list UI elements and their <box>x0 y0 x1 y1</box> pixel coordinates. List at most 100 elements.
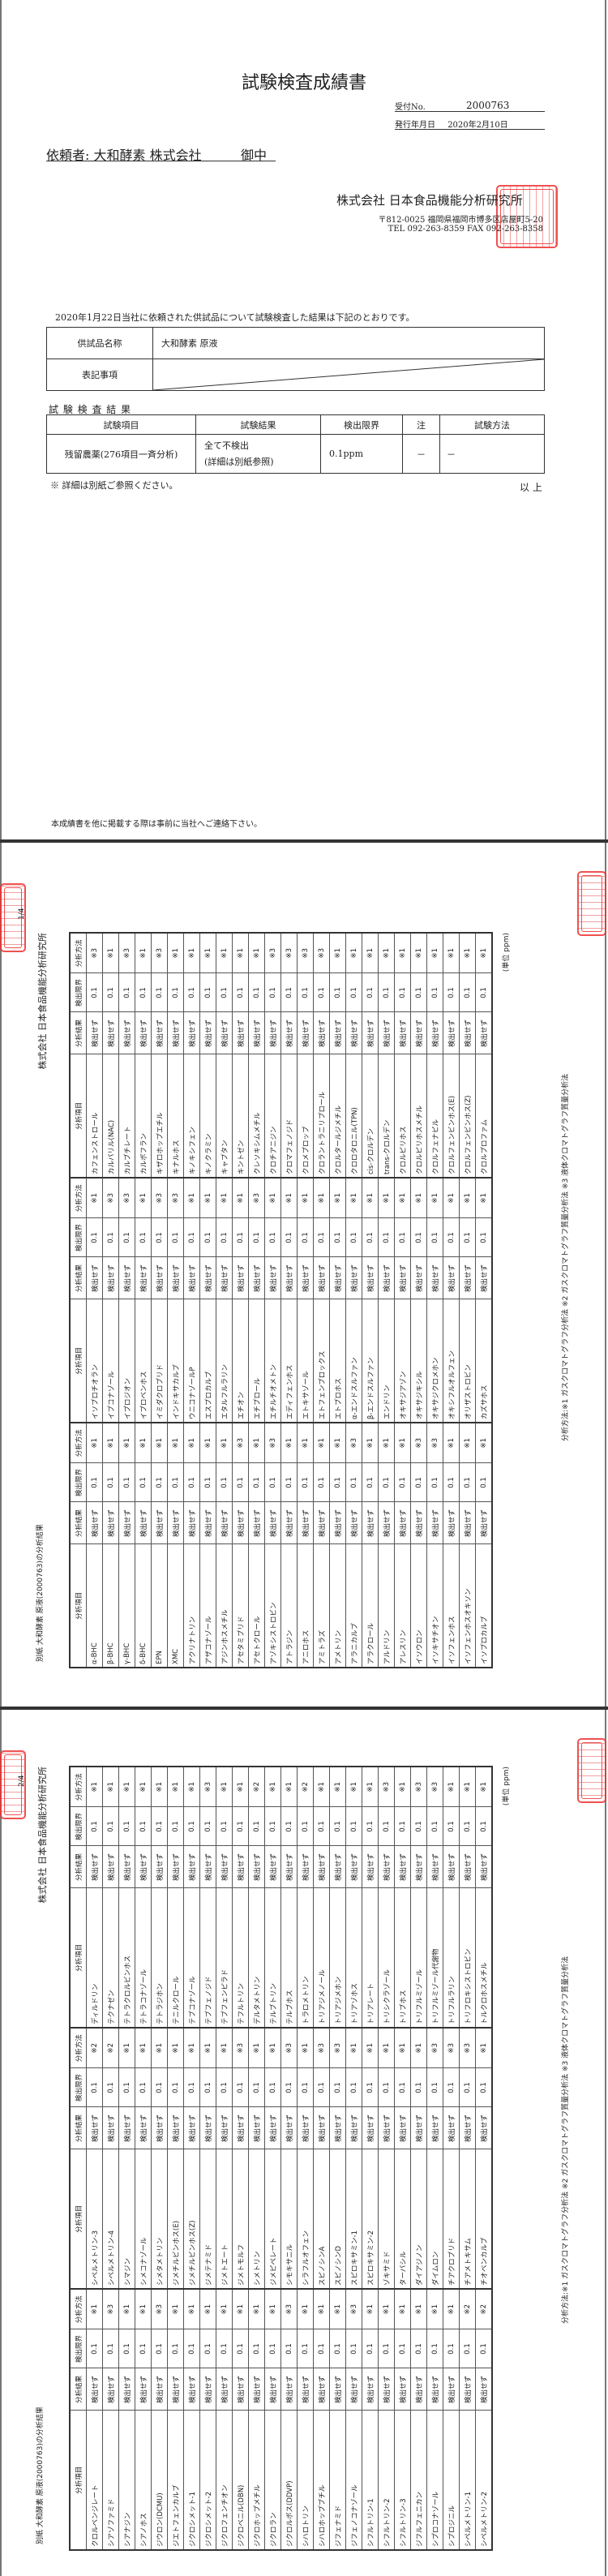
detection-limit: 0.1 <box>86 1807 103 1846</box>
analysis-result: 検出せず <box>378 1012 395 1054</box>
detection-limit: 0.1 <box>280 973 298 1012</box>
pesticide-name: カズサホス <box>475 1299 492 1423</box>
analysis-method: ※3 <box>426 2028 443 2068</box>
pesticide-name: ジクロシメット-1 <box>183 2411 200 2550</box>
header-method: 分析方法 <box>70 1423 87 1463</box>
pesticide-name: β-エンドスルファン <box>362 1299 379 1423</box>
pesticide-name: アジンホスメチル <box>216 1544 233 1668</box>
result-line-1: 全て不検出 <box>204 440 249 451</box>
detection-limit: 0.1 <box>443 2329 460 2368</box>
table-row: アミトラズ 検出せず 0.1 ※1 エトフェンプロックス 検出せず 0.1 ※1 クロラントラニ… <box>313 933 330 1668</box>
seal-stamp <box>577 871 606 936</box>
detection-limit: 0.1 <box>183 1218 200 1257</box>
pesticide-name: クロルタールジメチル <box>329 1054 346 1178</box>
analysis-method: ※1 <box>167 1423 184 1463</box>
analysis-result: 検出せず <box>345 2107 362 2149</box>
analysis-method: ※1 <box>329 933 346 973</box>
pesticide-name: クレソキシムメチル <box>248 1054 265 1178</box>
table-row: アザコナゾール 検出せず 0.1 ※1 エスプロカルブ 検出せず 0.1 ※1 キノクラミン 検出… <box>199 933 216 1668</box>
pesticide-name: ジメテナミド <box>199 2149 216 2289</box>
detection-limit: 0.1 <box>216 2329 233 2368</box>
detection-limit: 0.1 <box>135 1218 152 1257</box>
detection-limit: 0.1 <box>151 1807 168 1846</box>
header-note: 注 <box>402 414 440 435</box>
pesticide-name: シラフルオフェン <box>297 2149 314 2289</box>
analysis-result: 検出せず <box>216 2368 233 2411</box>
analysis-result: 検出せず <box>345 2368 362 2411</box>
notation-label: 表記事項 <box>46 358 153 391</box>
analysis-method: ※1 <box>118 1767 135 1807</box>
analysis-result: 検出せず <box>475 1846 492 1888</box>
detection-limit: 0.1 <box>394 2329 411 2368</box>
analysis-result: 検出せず <box>167 1502 184 1544</box>
analysis-result: 検出せず <box>410 1502 427 1544</box>
analysis-result: 検出せず <box>475 1502 492 1544</box>
analysis-method: ※1 <box>297 2028 314 2068</box>
table-row: イソフェンホスオキソン 検出せず 0.1 ※1 オリザストロビン 検出せず 0.1 ※1 クロル… <box>459 933 476 1668</box>
pesticide-name: アルドリン <box>378 1544 395 1668</box>
pesticide-name: テフルトリン <box>232 1888 249 2028</box>
analysis-result: 検出せず <box>475 2107 492 2149</box>
pesticide-name: トリブホス <box>394 1888 411 2028</box>
detection-limit: 0.1 <box>232 2068 249 2107</box>
header-limit: 検出限界 <box>70 1463 87 1502</box>
analysis-result: 検出せず <box>443 1257 460 1299</box>
analysis-result: 検出せず <box>102 1846 119 1888</box>
analysis-method: ※1 <box>378 933 395 973</box>
table-row: アニロホス 検出せず 0.1 ※1 エトキサゾール 検出せず 0.1 ※1 クロメプロップ 検出せ… <box>297 933 314 1668</box>
table-row: アレスリン 検出せず 0.1 ※1 オキサジアゾン 検出せず 0.1 ※1 クロルピリホス 検出せ… <box>394 933 411 1668</box>
analysis-result: 検出せず <box>86 1846 103 1888</box>
pesticide-name: スピロキサミン-2 <box>362 2149 379 2289</box>
analysis-result: 検出せず <box>313 2368 330 2411</box>
footnote: ※ 詳細は別紙ご参照ください。 <box>50 480 178 491</box>
detection-limit: 0.1 <box>199 2329 216 2368</box>
pesticide-name: ジクロラン <box>264 2411 281 2550</box>
pesticide-name: ジフェナミド <box>329 2411 346 2550</box>
analysis-result: 検出せず <box>199 1846 216 1888</box>
analysis-result: 検出せず <box>297 2368 314 2411</box>
analysis-method: ※3 <box>345 2289 362 2329</box>
detection-limit: 0.1 <box>183 973 200 1012</box>
analysis-method: ※3 <box>410 1423 427 1463</box>
pesticide-name: オリザストロビン <box>459 1299 476 1423</box>
pesticide-name: シフルトリン-3 <box>394 2411 411 2550</box>
pesticide-name: オキサジキシル <box>410 1299 427 1423</box>
pesticide-name: α-BHC <box>86 1544 103 1668</box>
pesticide-name: エチルチオメトン <box>264 1299 281 1423</box>
page-divider <box>0 1707 608 1710</box>
analysis-method: ※1 <box>135 2289 152 2329</box>
analysis-result: 検出せず <box>248 2107 265 2149</box>
analysis-result: 検出せず <box>264 1012 281 1054</box>
analysis-method: ※1 <box>118 2028 135 2068</box>
pesticide-name: チアメトキサム <box>459 2149 476 2289</box>
sheet-subtitle: 別紙 大和酵素 原液(2000763)の分析結果 <box>36 1524 45 1662</box>
analysis-method: ※1 <box>394 2289 411 2329</box>
pesticide-name: ジクロシメット-2 <box>199 2411 216 2550</box>
analysis-result: 検出せず <box>232 2368 249 2411</box>
analysis-result: 検出せず <box>443 1846 460 1888</box>
analysis-result: 検出せず <box>362 2107 379 2149</box>
pesticide-name: エスプロカルブ <box>199 1299 216 1423</box>
analysis-method: ※3 <box>151 2289 168 2329</box>
analysis-result: 検出せず <box>264 1257 281 1299</box>
analysis-result: 検出せず <box>151 2368 168 2411</box>
header-result: 分析結果 <box>70 2368 87 2411</box>
detection-limit: 0.1 <box>102 973 119 1012</box>
analysis-method: ※3 <box>378 1767 395 1807</box>
analysis-result: 検出せず <box>313 1012 330 1054</box>
pesticide-name: カフェンストロール <box>86 1054 103 1178</box>
detection-limit: 0.1 <box>475 1218 492 1257</box>
header-result: 分析結果 <box>70 1257 87 1299</box>
analysis-result: 検出せず <box>329 2107 346 2149</box>
detection-limit: 0.1 <box>167 1807 184 1846</box>
analysis-result: 検出せず <box>167 1012 184 1054</box>
pesticide-name: トリフルミゾール代謝物 <box>426 1888 443 2028</box>
pesticide-name: カルバリル(NAC) <box>102 1054 119 1178</box>
analysis-method: ※1 <box>232 2289 249 2329</box>
unit-label: (単位 ppm) <box>503 1767 511 1806</box>
analysis-result: 検出せず <box>426 2368 443 2411</box>
detection-limit: 0.1 <box>443 1463 460 1502</box>
analysis-result: 検出せず <box>135 2368 152 2411</box>
detection-limit: 0.1 <box>232 973 249 1012</box>
analysis-result: 検出せず <box>426 1502 443 1544</box>
